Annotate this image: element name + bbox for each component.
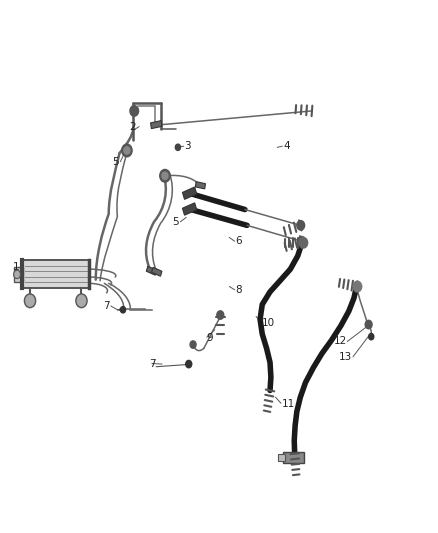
Bar — [278, 454, 285, 461]
Text: 1: 1 — [13, 262, 19, 271]
Circle shape — [299, 238, 307, 248]
Text: 2: 2 — [129, 122, 136, 132]
Bar — [22, 260, 89, 288]
Text: 5: 5 — [173, 217, 179, 227]
FancyBboxPatch shape — [151, 120, 162, 128]
Text: 7: 7 — [103, 301, 110, 311]
Text: 12: 12 — [333, 336, 346, 346]
Circle shape — [130, 106, 138, 116]
Circle shape — [25, 294, 35, 308]
Circle shape — [217, 311, 224, 319]
FancyBboxPatch shape — [152, 268, 162, 276]
Circle shape — [297, 221, 304, 230]
Text: 3: 3 — [184, 141, 191, 151]
Circle shape — [353, 281, 362, 292]
Text: 10: 10 — [262, 318, 276, 328]
FancyBboxPatch shape — [146, 266, 157, 275]
Circle shape — [76, 294, 87, 308]
Circle shape — [190, 341, 196, 348]
Circle shape — [124, 147, 130, 154]
Text: 13: 13 — [339, 352, 352, 362]
Circle shape — [186, 360, 192, 368]
Circle shape — [160, 169, 170, 182]
Text: 8: 8 — [236, 285, 242, 295]
Circle shape — [120, 306, 126, 313]
Circle shape — [298, 237, 305, 246]
Bar — [283, 452, 304, 463]
Circle shape — [369, 334, 374, 340]
FancyBboxPatch shape — [183, 187, 197, 199]
Text: 7: 7 — [149, 359, 155, 369]
Text: 6: 6 — [236, 236, 242, 246]
Text: 5: 5 — [112, 157, 119, 167]
FancyBboxPatch shape — [183, 203, 197, 215]
Text: 11: 11 — [282, 399, 295, 409]
Circle shape — [175, 144, 180, 150]
Circle shape — [365, 320, 372, 329]
Circle shape — [162, 172, 168, 180]
Circle shape — [14, 270, 21, 279]
Circle shape — [122, 144, 132, 157]
Text: 4: 4 — [283, 141, 290, 151]
FancyBboxPatch shape — [195, 182, 205, 189]
FancyBboxPatch shape — [14, 266, 23, 282]
Text: 9: 9 — [206, 333, 213, 343]
